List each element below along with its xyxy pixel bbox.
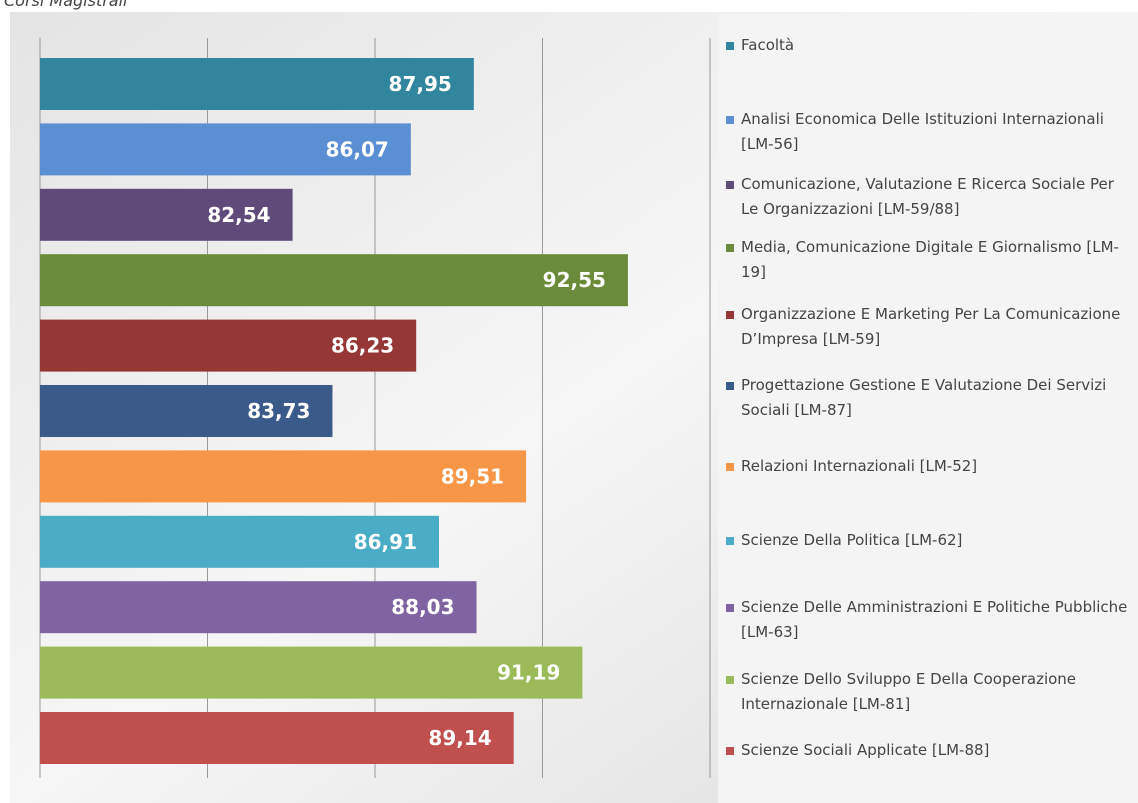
legend-label: Media, Comunicazione Digitale E Giornali… [741, 238, 1119, 281]
value-label: 89,14 [428, 726, 491, 750]
chart-title: Corsi Magistrali [4, 0, 128, 10]
legend-swatch [726, 244, 734, 252]
legend-entry: Scienze Delle Amministrazioni E Politich… [726, 595, 1131, 645]
legend-swatch [726, 181, 734, 189]
legend-label: Facoltà [741, 35, 795, 54]
legend-label: Analisi Economica Delle Istituzioni Inte… [741, 110, 1104, 153]
legend-entry: Organizzazione E Marketing Per La Comuni… [726, 302, 1131, 352]
legend-entry: Scienze Sociali Applicate [LM-88] [726, 738, 1131, 763]
bar [40, 712, 514, 764]
legend-label: Scienze Della Politica [LM-62] [741, 530, 963, 549]
legend-entry: Facoltà [726, 33, 1131, 58]
legend-entry: Scienze Dello Sviluppo E Della Cooperazi… [726, 667, 1131, 717]
legend-swatch [726, 536, 734, 545]
legend-label: Scienze Sociali Applicate [LM-88] [741, 740, 990, 759]
legend-label: Organizzazione E Marketing Per La Comuni… [741, 305, 1121, 348]
value-label: 89,51 [441, 464, 504, 488]
value-label: 91,19 [497, 661, 560, 685]
legend-swatch [726, 676, 734, 684]
legend-label: Progettazione Gestione E Valutazione Dei… [741, 376, 1107, 419]
bar [40, 646, 583, 699]
value-label: 86,07 [326, 137, 389, 161]
legend-entry: Relazioni Internazionali [LM-52] [726, 454, 1131, 479]
value-label: 82,54 [207, 203, 270, 227]
legend-label: Comunicazione, Valutazione E Ricerca Soc… [741, 175, 1114, 218]
legend-entry: Progettazione Gestione E Valutazione Dei… [726, 373, 1131, 423]
value-label: 86,23 [331, 334, 394, 358]
legend-background [718, 14, 1138, 803]
legend-swatch [726, 41, 734, 50]
legend-swatch [726, 382, 734, 390]
bar [40, 581, 477, 634]
legend-entry: Analisi Economica Delle Istituzioni Inte… [726, 107, 1131, 157]
legend-entry: Scienze Della Politica [LM-62] [726, 528, 1131, 553]
legend-label: Relazioni Internazionali [LM-52] [741, 456, 978, 475]
value-label: 83,73 [247, 399, 310, 423]
bar [40, 123, 411, 176]
bar [40, 58, 474, 110]
bar [40, 450, 527, 503]
value-label: 88,03 [391, 595, 454, 619]
bar [40, 188, 293, 241]
legend-swatch [726, 311, 734, 319]
legend-entry: Comunicazione, Valutazione E Ricerca Soc… [726, 172, 1131, 222]
legend-swatch [726, 116, 734, 124]
legend-label: Scienze Dello Sviluppo E Della Cooperazi… [741, 670, 1077, 713]
bar [40, 254, 628, 307]
legend-swatch [726, 746, 734, 755]
value-label: 86,91 [354, 530, 417, 554]
legend-entry: Media, Comunicazione Digitale E Giornali… [726, 235, 1131, 285]
legend-swatch [726, 604, 734, 612]
value-label: 87,95 [389, 72, 452, 96]
bar [40, 319, 417, 372]
legend-label: Scienze Delle Amministrazioni E Politich… [741, 598, 1128, 641]
legend-swatch [726, 462, 734, 471]
value-label: 92,55 [543, 268, 606, 292]
bar [40, 385, 333, 437]
bar [40, 515, 439, 568]
